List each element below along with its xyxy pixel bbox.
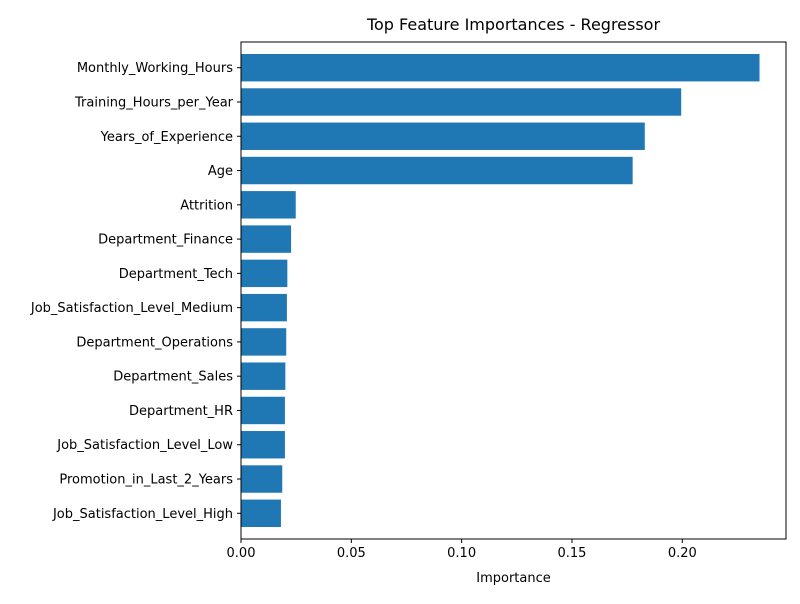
x-tick-label: 0.15 xyxy=(557,546,586,561)
x-tick-label: 0.00 xyxy=(227,546,256,561)
bar xyxy=(241,191,296,219)
bar xyxy=(241,328,287,356)
bar xyxy=(241,431,285,459)
bars-group xyxy=(241,53,760,528)
bar xyxy=(241,156,633,185)
bar xyxy=(241,396,285,425)
y-tick-label: Attrition xyxy=(180,198,233,213)
y-tick-label: Department_Finance xyxy=(98,233,233,248)
plot-border xyxy=(240,41,787,540)
bar xyxy=(241,259,288,288)
y-tick-label: Training_Hours_per_Year xyxy=(74,95,234,110)
y-tick-label: Age xyxy=(208,164,233,179)
y-tick-label: Job_Satisfaction_Level_High xyxy=(52,507,233,522)
bar xyxy=(241,122,645,150)
y-tick-label: Job_Satisfaction_Level_Medium xyxy=(30,301,233,316)
y-tick-label: Department_Sales xyxy=(113,370,233,385)
y-tick-label: Job_Satisfaction_Level_Low xyxy=(56,438,233,453)
bar xyxy=(241,362,286,390)
x-axis-label: Importance xyxy=(476,571,551,586)
bar xyxy=(241,499,281,528)
bar xyxy=(241,53,760,82)
x-tick-label: 0.10 xyxy=(447,546,476,561)
bar xyxy=(241,293,287,322)
y-tick-label: Department_HR xyxy=(129,404,233,419)
bar xyxy=(241,88,682,116)
bar xyxy=(241,465,283,493)
y-tick-labels: Monthly_Working_Hours Training_Hours_per_… xyxy=(30,61,241,522)
x-axis-ticks: 0.00 0.05 0.10 0.15 0.20 xyxy=(227,539,697,561)
y-tick-label: Promotion_in_Last_2_Years xyxy=(59,473,233,488)
y-tick-label: Department_Operations xyxy=(76,335,233,350)
axes-frame xyxy=(240,41,787,540)
x-tick-label: 0.20 xyxy=(668,546,697,561)
y-tick-label: Department_Tech xyxy=(119,267,233,282)
chart-title: Top Feature Importances - Regressor xyxy=(366,15,661,34)
y-tick-label: Years_of_Experience xyxy=(100,130,233,145)
bar xyxy=(241,225,292,253)
y-tick-label: Monthly_Working_Hours xyxy=(77,61,233,76)
x-tick-label: 0.05 xyxy=(337,546,366,561)
